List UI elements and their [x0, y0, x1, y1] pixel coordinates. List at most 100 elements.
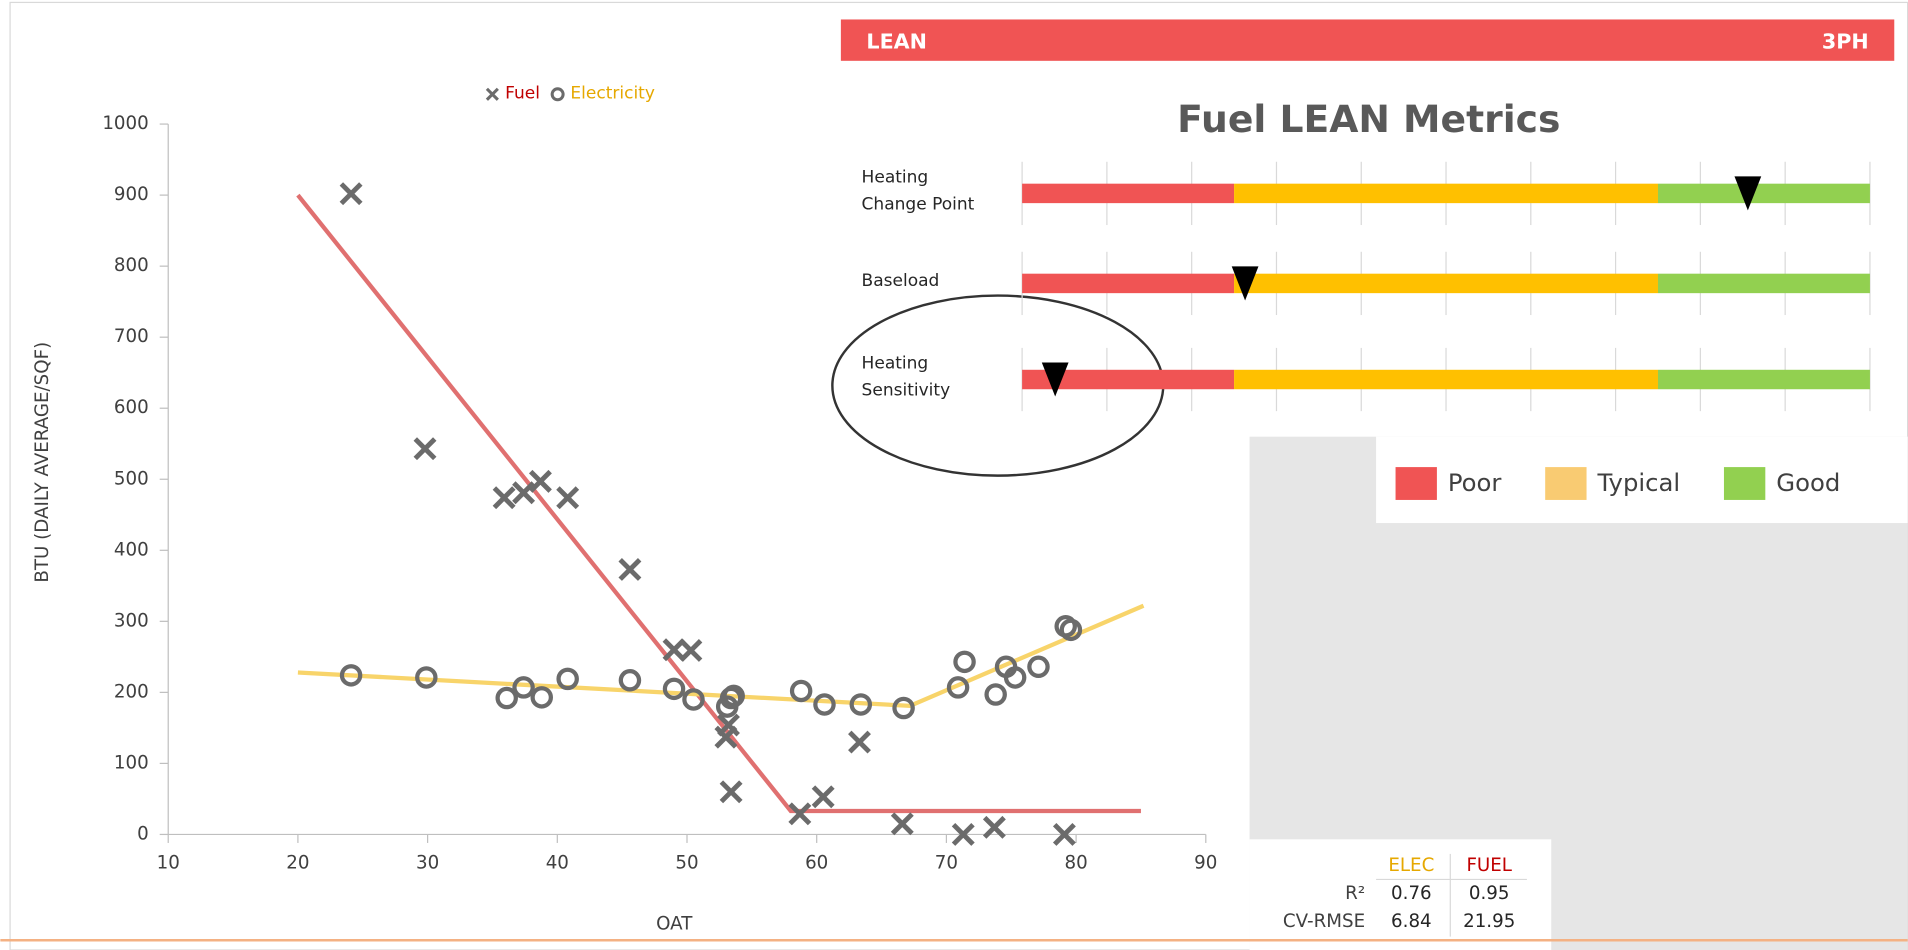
marker-x — [556, 486, 580, 510]
fit-line — [297, 603, 1145, 709]
marker-x — [512, 481, 536, 505]
stats-box — [1249, 839, 1552, 950]
marker-x — [717, 713, 740, 737]
legend-label: Electricity — [570, 84, 655, 104]
table-cell: 0.95 — [1469, 883, 1510, 904]
legend-box — [1376, 436, 1908, 524]
marker-x — [890, 812, 914, 836]
fit-line — [296, 193, 1141, 814]
marker-x — [719, 780, 743, 804]
y-tick-label: 1000 — [102, 113, 148, 134]
marker-o — [953, 650, 976, 674]
y-tick-label: 200 — [114, 681, 149, 702]
x-tick-label: 50 — [675, 853, 698, 874]
header-left: LEAN — [866, 30, 927, 54]
marker-o — [339, 664, 363, 687]
marker-o — [984, 683, 1007, 706]
x-tick-label: 60 — [805, 853, 828, 874]
marker-o — [1027, 655, 1050, 679]
y-tick-label: 500 — [114, 468, 149, 489]
marker-o — [849, 693, 873, 716]
gauge-zone — [1234, 273, 1658, 294]
marker-o — [892, 696, 915, 720]
gauge-zone — [1022, 183, 1235, 204]
y-tick-label: 400 — [114, 539, 149, 560]
marker-x — [951, 822, 975, 846]
metric-label: Heating — [862, 354, 929, 374]
gauge-marker — [1231, 266, 1259, 301]
legend-label: Good — [1776, 468, 1840, 497]
metric-label: Sensitivity — [862, 380, 951, 400]
legend-swatch — [1723, 467, 1766, 500]
table-cell: 6.84 — [1391, 911, 1432, 932]
marker-o — [813, 693, 836, 716]
legend-label: Poor — [1448, 468, 1502, 497]
marker-x — [811, 785, 835, 809]
legend-label: Typical — [1596, 468, 1680, 497]
lean-title: Fuel LEAN Metrics — [1177, 97, 1560, 141]
marker-o — [789, 679, 813, 703]
metric-label: Change Point — [862, 194, 975, 214]
gauge-marker — [1041, 362, 1069, 397]
y-tick-label: 0 — [137, 823, 149, 844]
marker-o — [512, 676, 535, 699]
gauge-zone — [1234, 369, 1658, 390]
marker-x — [848, 730, 871, 754]
metric-label: Heating — [862, 168, 929, 188]
marker-x — [528, 469, 552, 493]
table-cell: 21.95 — [1463, 911, 1515, 932]
x-tick-label: 90 — [1194, 853, 1217, 874]
marker-x — [618, 558, 642, 581]
x-tick-label: 20 — [286, 853, 309, 874]
gauge-zone — [1022, 273, 1235, 294]
y-axis-label: BTU (DAILY AVERAGE/SQF) — [32, 342, 53, 583]
y-tick-label: 800 — [114, 255, 149, 276]
marker-o — [722, 684, 745, 708]
x-axis-label: OAT — [656, 913, 693, 934]
legend-swatch — [1545, 467, 1587, 500]
metric-label: Baseload — [862, 271, 940, 291]
legend-label: Fuel — [505, 84, 540, 104]
header-right: 3PH — [1822, 30, 1869, 54]
gauge-marker — [1734, 176, 1762, 211]
table-cell: 0.76 — [1391, 883, 1432, 904]
marker-x — [492, 486, 516, 510]
marker-x — [1052, 822, 1076, 846]
y-tick-label: 100 — [114, 752, 149, 773]
marker-o — [1059, 618, 1083, 642]
x-tick-label: 30 — [416, 853, 439, 874]
gauge-zone — [1022, 369, 1235, 390]
y-tick-label: 900 — [114, 184, 149, 205]
gauge-zone — [1657, 273, 1870, 294]
y-tick-label: 600 — [114, 397, 149, 418]
legend-swatch — [1395, 467, 1437, 500]
marker-o — [530, 686, 553, 709]
marker-o — [662, 677, 686, 701]
gauge-zone — [1657, 369, 1870, 390]
marker-o — [682, 688, 705, 711]
gauge-zone — [1234, 183, 1658, 204]
marker-o — [946, 676, 970, 699]
lean-header — [840, 19, 1895, 61]
row-label: CV-RMSE — [1283, 911, 1365, 932]
marker-x — [679, 639, 703, 662]
table-header: ELEC — [1388, 855, 1434, 876]
marker-x — [339, 182, 363, 206]
gauge-zone — [1657, 183, 1870, 204]
marker-x — [982, 815, 1006, 839]
legend-marker — [485, 87, 499, 101]
table-header: FUEL — [1466, 855, 1512, 876]
y-tick-label: 300 — [114, 610, 149, 631]
x-tick-label: 70 — [935, 853, 958, 874]
y-tick-label: 700 — [114, 326, 149, 347]
marker-x — [413, 437, 437, 461]
row-label: R² — [1345, 883, 1365, 904]
marker-o — [1003, 666, 1027, 689]
marker-o — [495, 686, 518, 710]
x-tick-label: 10 — [157, 853, 180, 874]
marker-o — [618, 669, 642, 692]
marker-o — [556, 667, 579, 691]
x-tick-label: 40 — [546, 853, 569, 874]
marker-o — [415, 666, 438, 689]
